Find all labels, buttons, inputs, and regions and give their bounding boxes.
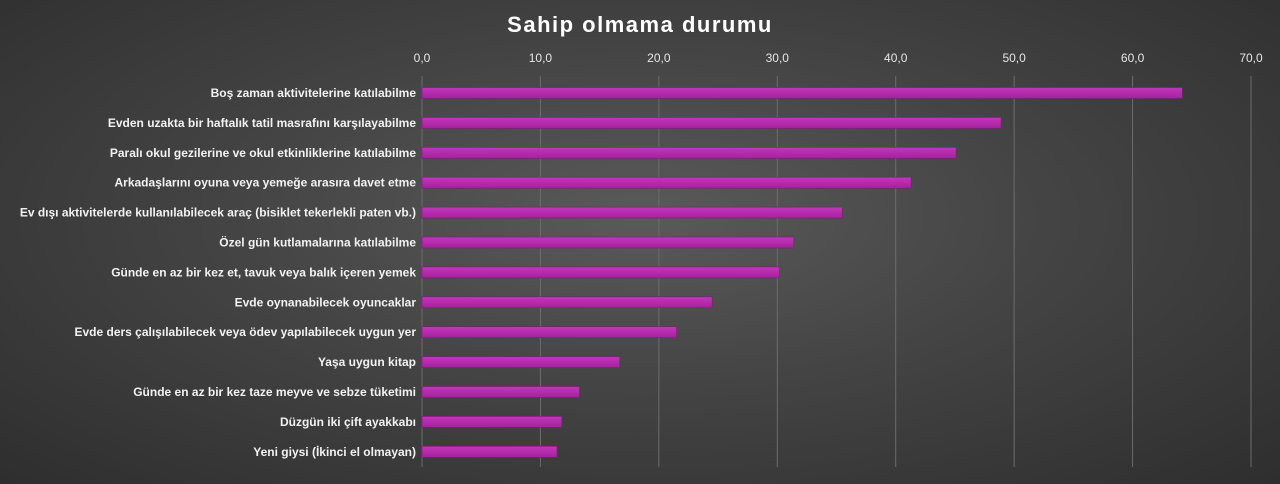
bar (421, 266, 780, 279)
category-label: Arkadaşlarını oyuna veya yemeğe arasıra … (115, 176, 417, 190)
category-label: Boş zaman aktivitelerine katılabilme (211, 86, 417, 100)
category-label: Günde en az bir kez et, tavuk veya balık… (111, 265, 416, 279)
bar (421, 445, 558, 458)
bar (421, 356, 621, 368)
x-tick-label: 70,0 (1239, 51, 1263, 65)
bar (421, 87, 1183, 99)
category-label: Özel gün kutlamalarına katılabilme (219, 235, 416, 250)
category-label: Yeni giysi (İkinci el olmayan) (253, 444, 416, 459)
x-tick-label: 50,0 (1002, 51, 1026, 65)
chart-title: Sahip olmama durumu (507, 12, 773, 37)
bar (421, 206, 843, 219)
bar (421, 236, 795, 249)
category-label: Ev dışı aktivitelerde kullanılabilecek a… (20, 206, 416, 220)
bar (421, 386, 580, 398)
x-tick-label: 40,0 (884, 51, 908, 65)
x-tick-label: 10,0 (529, 51, 553, 65)
x-tick-label: 20,0 (647, 51, 671, 65)
bar (421, 176, 912, 189)
category-label: Evden uzakta bir haftalık tatil masrafın… (108, 116, 416, 130)
bar (421, 416, 563, 428)
bar (421, 326, 677, 339)
x-tick-label: 0,0 (414, 51, 431, 65)
category-label: Günde en az bir kez taze meyve ve sebze … (133, 385, 416, 399)
x-tick-label: 60,0 (1121, 51, 1145, 65)
category-label: Evde oynanabilecek oyuncaklar (235, 295, 417, 309)
bar (421, 147, 957, 159)
x-tick-label: 30,0 (766, 51, 790, 65)
category-label: Paralı okul gezilerine ve okul etkinlikl… (110, 146, 416, 160)
bar (421, 296, 713, 309)
category-label: Yaşa uygun kitap (318, 355, 416, 369)
category-label: Düzgün iki çift ayakkabı (280, 415, 416, 429)
category-label: Evde ders çalışılabilecek veya ödev yapı… (74, 325, 416, 339)
bar (421, 117, 1002, 129)
